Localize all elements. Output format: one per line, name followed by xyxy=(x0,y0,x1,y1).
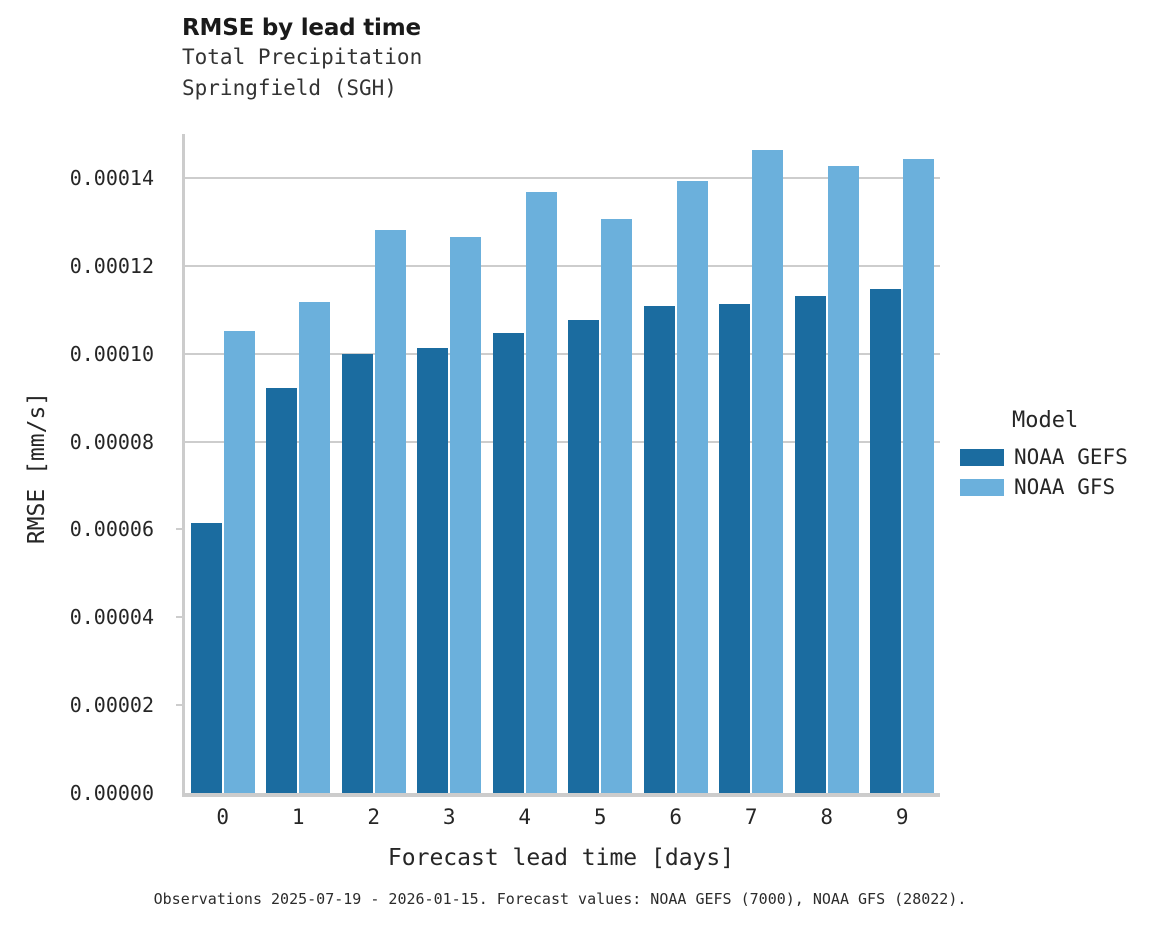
chart-subtitle-location: Springfield (SGH) xyxy=(182,76,397,100)
bar xyxy=(341,354,373,793)
bar xyxy=(190,522,222,793)
bar xyxy=(525,192,557,793)
x-axis-tick-label: 2 xyxy=(367,805,381,829)
gridline xyxy=(185,352,940,355)
bar xyxy=(374,230,406,793)
y-axis-title: RMSE [mm/s] xyxy=(24,391,50,545)
y-axis-tick-label: 0.00000 xyxy=(69,781,154,805)
bar xyxy=(643,306,675,793)
x-axis-tick-label: 3 xyxy=(442,805,456,829)
x-axis-tick-labels: 0 1 2 3 4 5 6 7 8 9 xyxy=(182,805,940,837)
y-axis-tick-label: 0.00012 xyxy=(69,253,154,278)
gridline xyxy=(185,176,940,179)
y-axis-tick-label: 0.00008 xyxy=(69,429,154,454)
bar xyxy=(568,319,600,793)
x-axis-tick-label: 5 xyxy=(593,805,607,829)
bar xyxy=(417,348,449,793)
y-axis-tick-label: 0.00006 xyxy=(69,517,154,542)
page-title: RMSE by lead time xyxy=(182,15,421,41)
bar xyxy=(794,296,826,793)
bar xyxy=(601,218,633,793)
chart-subtitle-variable: Total Precipitation xyxy=(182,45,423,69)
y-axis-tick-labels: 0.00000 0.00002 0.00004 0.00006 0.00008 0.000… xyxy=(0,134,168,805)
legend-item[interactable]: NOAA GEFS xyxy=(960,442,1170,472)
gridline xyxy=(185,440,940,443)
x-axis-tick-label: 8 xyxy=(820,805,834,829)
bar xyxy=(752,150,784,793)
y-axis-tick-label: 0.00010 xyxy=(69,341,154,366)
y-axis-tick-label: 0.00014 xyxy=(69,165,154,190)
legend: Model NOAA GEFS NOAA GFS xyxy=(960,408,1170,502)
x-axis-tick-label: 0 xyxy=(216,805,230,829)
chart-caption: Observations 2025-07-19 - 2026-01-15. Fo… xyxy=(153,890,967,908)
y-axis-line xyxy=(182,134,185,793)
bar xyxy=(450,236,482,793)
bar xyxy=(827,165,859,793)
x-axis-tick-label: 9 xyxy=(895,805,909,829)
y-axis-tick xyxy=(176,616,185,619)
bars-layer xyxy=(185,134,940,793)
bar xyxy=(870,289,902,793)
bar xyxy=(223,330,255,793)
bar xyxy=(676,181,708,793)
legend-item-label: NOAA GEFS xyxy=(1014,445,1128,469)
x-axis-title: Forecast lead time [days] xyxy=(387,845,735,871)
title-block: RMSE by lead time Total Precipitation Sp… xyxy=(182,14,942,104)
x-axis-tick-label: 4 xyxy=(518,805,532,829)
bar xyxy=(492,333,524,793)
y-axis-tick-label: 0.00004 xyxy=(69,605,154,630)
y-axis-tick-label: 0.00002 xyxy=(69,693,154,718)
legend-title: Model xyxy=(1012,408,1079,433)
legend-swatch-icon xyxy=(960,478,1004,496)
bar xyxy=(299,302,331,793)
plot-area xyxy=(176,134,940,797)
gridline xyxy=(185,264,940,267)
legend-item-label: NOAA GFS xyxy=(1014,475,1116,499)
x-axis-tick-label: 1 xyxy=(291,805,305,829)
bar xyxy=(266,387,298,793)
bar xyxy=(903,159,935,793)
bar xyxy=(719,303,751,793)
x-axis-tick-label: 7 xyxy=(744,805,758,829)
legend-swatch-icon xyxy=(960,448,1004,466)
y-axis-tick xyxy=(176,528,185,531)
x-axis-line xyxy=(182,793,940,797)
legend-item[interactable]: NOAA GFS xyxy=(960,472,1170,502)
y-axis-tick xyxy=(176,704,185,707)
x-axis-tick-label: 6 xyxy=(669,805,683,829)
legend-rows: NOAA GEFS NOAA GFS xyxy=(960,442,1170,502)
